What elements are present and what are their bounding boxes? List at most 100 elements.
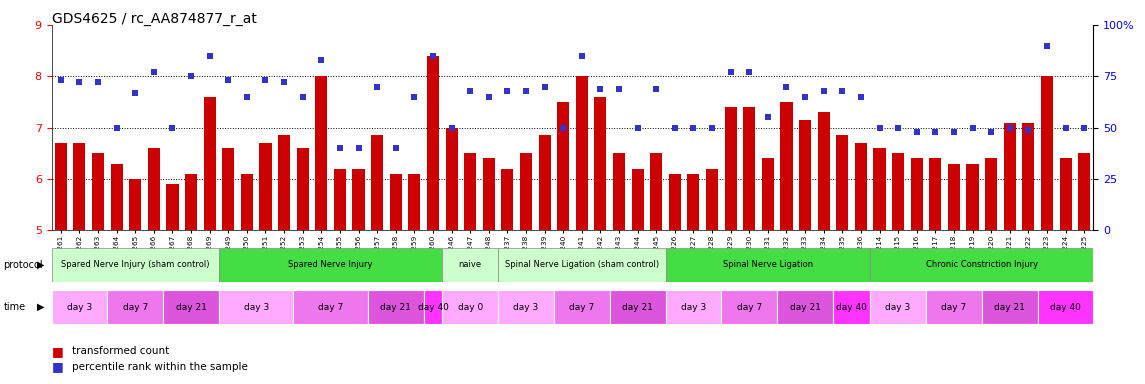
Point bbox=[387, 145, 405, 151]
Text: Chronic Constriction Injury: Chronic Constriction Injury bbox=[926, 260, 1037, 270]
Point bbox=[70, 79, 88, 86]
Point bbox=[442, 125, 460, 131]
Text: naive: naive bbox=[459, 260, 482, 270]
Bar bbox=[498, 290, 554, 324]
Point bbox=[926, 129, 945, 135]
Bar bbox=[483, 159, 495, 230]
Bar bbox=[297, 148, 309, 230]
Bar bbox=[665, 248, 870, 282]
Point bbox=[703, 125, 721, 131]
Text: Spinal Nerve Ligation: Spinal Nerve Ligation bbox=[722, 260, 813, 270]
Bar bbox=[558, 102, 569, 230]
Point bbox=[665, 125, 684, 131]
Bar bbox=[445, 127, 458, 230]
Point bbox=[610, 86, 629, 92]
Bar bbox=[706, 169, 718, 230]
Bar bbox=[981, 290, 1037, 324]
Point bbox=[945, 129, 963, 135]
Point bbox=[647, 86, 665, 92]
Bar bbox=[442, 290, 498, 324]
Text: day 3: day 3 bbox=[244, 303, 269, 312]
Point bbox=[126, 90, 144, 96]
Bar bbox=[278, 136, 290, 230]
Bar bbox=[777, 290, 832, 324]
Bar bbox=[609, 290, 665, 324]
Bar bbox=[836, 136, 848, 230]
Point bbox=[685, 125, 703, 131]
Bar bbox=[502, 169, 513, 230]
Bar bbox=[371, 136, 384, 230]
Bar bbox=[554, 290, 609, 324]
Text: ▶: ▶ bbox=[37, 302, 45, 312]
Point bbox=[982, 129, 1001, 135]
Bar bbox=[166, 184, 179, 230]
Text: ■: ■ bbox=[52, 360, 63, 373]
Bar bbox=[1037, 290, 1093, 324]
Bar bbox=[1041, 76, 1053, 230]
Bar bbox=[498, 248, 665, 282]
Bar bbox=[442, 248, 498, 282]
Text: Spinal Nerve Ligation (sham control): Spinal Nerve Ligation (sham control) bbox=[505, 260, 658, 270]
Point bbox=[777, 84, 796, 90]
Point bbox=[256, 77, 275, 83]
Point bbox=[1037, 43, 1056, 49]
Bar bbox=[1059, 159, 1072, 230]
Bar bbox=[966, 164, 979, 230]
Text: day 7: day 7 bbox=[736, 303, 761, 312]
Bar bbox=[185, 174, 197, 230]
Point bbox=[219, 77, 237, 83]
Bar bbox=[353, 169, 364, 230]
Bar bbox=[930, 159, 941, 230]
Point bbox=[1019, 127, 1037, 133]
Text: day 40: day 40 bbox=[1050, 303, 1081, 312]
Bar bbox=[163, 290, 219, 324]
Bar bbox=[92, 153, 104, 230]
Bar bbox=[108, 290, 163, 324]
Point bbox=[349, 145, 368, 151]
Bar bbox=[334, 169, 346, 230]
Point bbox=[1001, 125, 1019, 131]
Point bbox=[516, 88, 535, 94]
Point bbox=[238, 94, 256, 100]
Bar bbox=[1004, 122, 1016, 230]
Text: protocol: protocol bbox=[3, 260, 44, 270]
Text: day 21: day 21 bbox=[380, 303, 411, 312]
Bar bbox=[204, 97, 215, 230]
Bar bbox=[926, 290, 981, 324]
Bar bbox=[389, 174, 402, 230]
Text: day 21: day 21 bbox=[790, 303, 821, 312]
Point bbox=[796, 94, 814, 100]
Bar bbox=[424, 290, 442, 324]
Point bbox=[740, 69, 758, 75]
Text: percentile rank within the sample: percentile rank within the sample bbox=[72, 362, 248, 372]
Point bbox=[313, 57, 331, 63]
Point bbox=[293, 94, 311, 100]
Point bbox=[1057, 125, 1075, 131]
Bar bbox=[55, 143, 66, 230]
Point bbox=[536, 84, 554, 90]
Bar bbox=[427, 56, 439, 230]
Text: day 3: day 3 bbox=[681, 303, 706, 312]
Point bbox=[144, 69, 163, 75]
Bar bbox=[576, 76, 587, 230]
Text: day 21: day 21 bbox=[622, 303, 653, 312]
Bar bbox=[240, 174, 253, 230]
Text: day 7: day 7 bbox=[123, 303, 148, 312]
Text: ▶: ▶ bbox=[37, 260, 45, 270]
Point bbox=[331, 145, 349, 151]
Bar bbox=[650, 153, 662, 230]
Bar bbox=[148, 148, 160, 230]
Bar bbox=[855, 143, 867, 230]
Bar bbox=[669, 174, 681, 230]
Text: day 40: day 40 bbox=[418, 303, 449, 312]
Text: day 0: day 0 bbox=[458, 303, 483, 312]
Text: day 21: day 21 bbox=[994, 303, 1025, 312]
Bar bbox=[409, 174, 420, 230]
Text: day 7: day 7 bbox=[569, 303, 594, 312]
Bar bbox=[52, 248, 219, 282]
Text: day 3: day 3 bbox=[885, 303, 910, 312]
Bar bbox=[721, 290, 777, 324]
Bar bbox=[73, 143, 86, 230]
Bar bbox=[910, 159, 923, 230]
Point bbox=[368, 84, 386, 90]
